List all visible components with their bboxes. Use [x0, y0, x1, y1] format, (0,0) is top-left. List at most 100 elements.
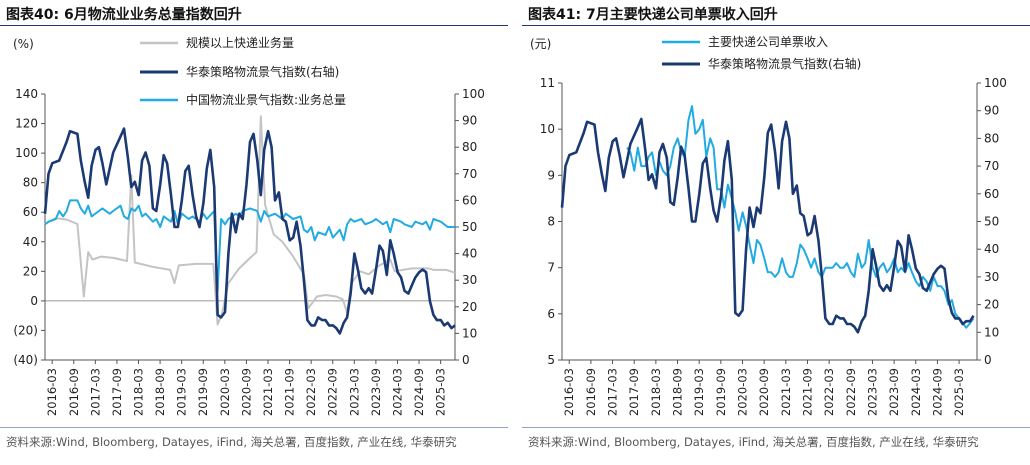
y2-tick-label: 0 — [462, 353, 470, 367]
y-tick-label: 8 — [547, 215, 555, 229]
y2-tick-label: 90 — [984, 104, 999, 118]
y-tick-label: (20) — [13, 323, 38, 337]
y2-tick-label: 30 — [984, 270, 999, 284]
x-tick-label: 2016-09 — [67, 368, 81, 416]
x-tick-label: 2023-09 — [369, 368, 383, 416]
y-tick-label: 60 — [23, 205, 38, 219]
x-tick-label: 2021-03 — [779, 368, 793, 416]
figure-title: 图表40: 6月物流业业务总量指数回升 — [6, 7, 242, 23]
series-line-1 — [44, 115, 456, 326]
legend-label: 主要快递公司单票收入 — [708, 35, 828, 49]
legend-label: 华泰策略物流景气指数(右轴) — [186, 64, 339, 79]
y2-tick-label: 10 — [984, 325, 999, 339]
x-tick-label: 2021-03 — [261, 368, 275, 416]
y-tick-label: 20 — [23, 264, 38, 278]
y2-tick-label: 90 — [462, 114, 477, 128]
series-line-2 — [43, 127, 456, 335]
x-tick-label: 2024-03 — [390, 368, 404, 416]
x-tick-label: 2023-03 — [347, 368, 361, 416]
y2-tick-label: 20 — [462, 300, 477, 314]
legend-label: 规模以上快递业务量 — [186, 35, 294, 50]
x-tick-label: 2017-09 — [110, 368, 124, 416]
y2-tick-label: 20 — [984, 298, 999, 312]
x-tick-label: 2018-09 — [671, 368, 685, 416]
x-tick-label: 2024-09 — [412, 368, 426, 416]
series-line-1 — [626, 105, 975, 329]
series-line-2 — [560, 117, 975, 334]
source-note: 资料来源:Wind, Bloomberg, Datayes, iFind, 海关… — [528, 435, 979, 449]
bottom-rule — [0, 427, 508, 428]
x-tick-label: 2017-03 — [606, 368, 620, 416]
x-tick-label: 2023-09 — [887, 368, 901, 416]
x-tick-label: 2020-03 — [218, 368, 232, 416]
source-note: 资料来源:Wind, Bloomberg, Datayes, iFind, 海关… — [6, 435, 457, 449]
x-tick-label: 2020-09 — [239, 368, 253, 416]
y2-tick-label: 40 — [984, 242, 999, 256]
y2-tick-label: 70 — [984, 159, 999, 173]
y-tick-label: 11 — [540, 76, 555, 90]
x-tick-label: 2019-09 — [196, 368, 210, 416]
y2-tick-label: 0 — [984, 353, 992, 367]
figure-title: 图表41: 7月主要快递公司单票收入回升 — [528, 7, 778, 23]
y-tick-label: 100 — [15, 146, 38, 160]
chart-panel-express-revenue: 图表41: 7月主要快递公司单票收入回升 5 6 7 8 9 10 11 0 10 20 30 40 5… — [522, 0, 1030, 465]
y2-tick-label: 40 — [462, 247, 477, 261]
x-tick-label: 2020-03 — [735, 368, 749, 416]
chart-panel-logistics-volume: 图表40: 6月物流业业务总量指数回升 (40) (20) 0 20 40 60 80 100… — [0, 0, 510, 465]
y-tick-label: 5 — [547, 353, 555, 367]
y2-tick-label: 100 — [462, 87, 485, 101]
y2-tick-label: 10 — [462, 326, 477, 340]
y2-tick-label: 50 — [462, 220, 477, 234]
legend-label: 中国物流业景气指数:业务总量 — [186, 92, 346, 107]
y-tick-label: 9 — [547, 168, 555, 182]
y-axis-unit-label: (%) — [13, 37, 34, 51]
y-tick-label: 120 — [15, 117, 38, 131]
x-tick-label: 2020-09 — [757, 368, 771, 416]
series-line-3 — [44, 199, 455, 292]
x-tick-label: 2024-03 — [909, 368, 923, 416]
y-axis-unit-label: (元) — [530, 37, 551, 51]
x-tick-label: 2022-03 — [304, 368, 318, 416]
x-tick-label: 2019-03 — [692, 368, 706, 416]
x-tick-label: 2018-03 — [132, 368, 146, 416]
y2-tick-label: 50 — [984, 215, 999, 229]
y2-tick-label: 80 — [984, 131, 999, 145]
y2-tick-label: 60 — [462, 193, 477, 207]
y2-tick-label: 60 — [984, 187, 999, 201]
x-tick-label: 2017-03 — [88, 368, 102, 416]
title-rule — [522, 25, 1030, 26]
legend-label: 华泰策略物流景气指数(右轴) — [708, 56, 861, 71]
x-tick-label: 2025-03 — [952, 368, 966, 416]
y-tick-label: 140 — [15, 87, 38, 101]
x-tick-label: 2016-09 — [584, 368, 598, 416]
y-tick-label: 6 — [547, 307, 555, 321]
x-tick-label: 2024-09 — [930, 368, 944, 416]
x-tick-label: 2019-03 — [175, 368, 189, 416]
y-tick-label: 80 — [23, 176, 38, 190]
title-rule — [0, 25, 508, 26]
y-tick-label: (40) — [13, 353, 38, 367]
express-revenue-chart: 5 6 7 8 9 10 11 0 10 20 30 40 50 60 70 80 90 100 (元) 2016-0… — [530, 35, 1007, 416]
y2-tick-label: 100 — [984, 76, 1007, 90]
x-tick-label: 2018-09 — [153, 368, 167, 416]
x-tick-label: 2017-09 — [627, 368, 641, 416]
x-tick-label: 2018-03 — [649, 368, 663, 416]
x-tick-label: 2023-03 — [865, 368, 879, 416]
y-tick-label: 0 — [30, 294, 38, 308]
x-tick-label: 2022-09 — [844, 368, 858, 416]
x-tick-label: 2022-09 — [326, 368, 340, 416]
x-tick-label: 2019-09 — [714, 368, 728, 416]
x-tick-label: 2016-03 — [45, 368, 59, 416]
y-tick-label: 7 — [547, 261, 555, 275]
x-tick-label: 2016-03 — [562, 368, 576, 416]
y2-tick-label: 30 — [462, 273, 477, 287]
logistics-volume-chart: (40) (20) 0 20 40 60 80 100 120 140 0 10 20 30 40 50 60 7… — [13, 35, 485, 416]
y-tick-label: 10 — [540, 122, 555, 136]
y-tick-label: 40 — [23, 235, 38, 249]
x-tick-label: 2022-03 — [822, 368, 836, 416]
bottom-rule — [522, 427, 1030, 428]
x-tick-label: 2021-09 — [800, 368, 814, 416]
x-tick-label: 2021-09 — [283, 368, 297, 416]
y2-tick-label: 70 — [462, 167, 477, 181]
x-tick-label: 2025-03 — [434, 368, 448, 416]
